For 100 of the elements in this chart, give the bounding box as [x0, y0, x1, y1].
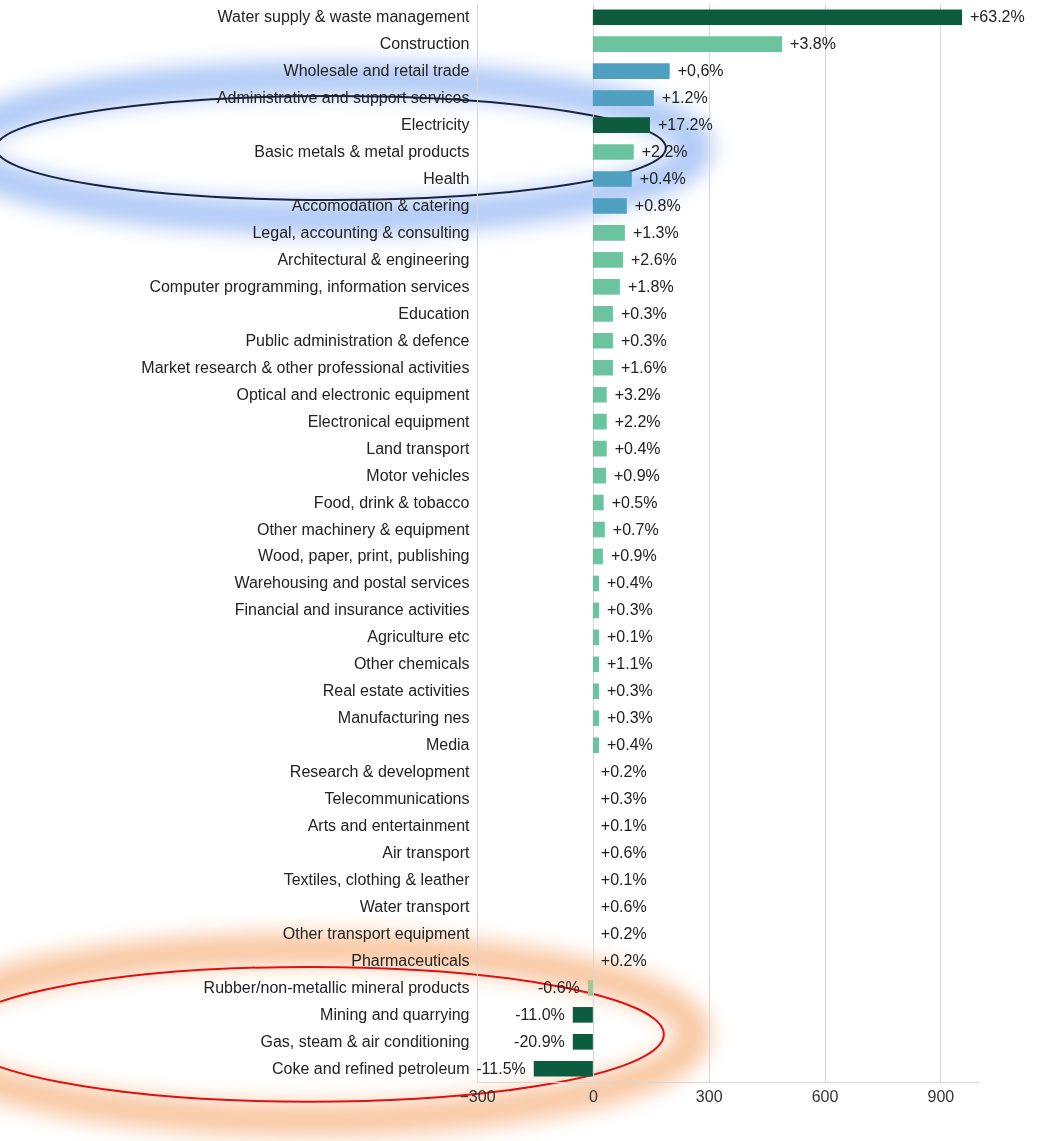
- y-tick-label: Legal, accounting & consulting: [252, 223, 470, 241]
- y-tick-label: Financial and insurance activities: [234, 601, 470, 619]
- y-tick-label: Media: [425, 736, 470, 754]
- bar: [592, 36, 783, 52]
- y-tick-label: Other chemicals: [353, 655, 470, 673]
- y-tick-label: Accomodation & catering: [291, 196, 470, 214]
- annotation: +1.1%: [607, 655, 653, 673]
- annotation: +0.4%: [614, 439, 661, 457]
- annotation: +0.3%: [607, 601, 653, 619]
- bar: [592, 332, 613, 349]
- annotation: +17.2%: [658, 116, 713, 134]
- annotation: +3.8%: [790, 35, 836, 53]
- annotation: +0.1%: [607, 628, 653, 646]
- annotation: +0.7%: [612, 520, 659, 538]
- annotation: +0.4%: [639, 169, 686, 187]
- bar: [592, 710, 600, 727]
- y-tick-label: Computer programming, information services: [149, 277, 470, 295]
- annotation: +0.3%: [620, 304, 667, 322]
- bar: [592, 252, 623, 268]
- bar: [572, 1007, 593, 1023]
- y-tick-label: Market research & other professional activities: [141, 358, 470, 376]
- x-tick-label: 300: [695, 1087, 723, 1105]
- annotation: +0.5%: [611, 493, 658, 511]
- y-tick-label: Research & development: [289, 763, 471, 781]
- y-tick-label: Other transport equipment: [282, 924, 471, 942]
- y-tick-label: Textiles, clothing & leather: [283, 871, 471, 889]
- annotation: +0.2%: [600, 951, 647, 969]
- x-tick-label: 600: [811, 1087, 839, 1105]
- bar: [592, 656, 600, 673]
- y-tick-label: Health: [423, 169, 470, 187]
- annotation: +0.2%: [600, 763, 647, 781]
- bar: [592, 198, 627, 214]
- y-tick-label: Water supply & waste management: [217, 8, 471, 26]
- annotation: +0.6%: [600, 844, 647, 862]
- annotation: +0,6%: [677, 62, 724, 80]
- annotation: -20.9%: [514, 1032, 565, 1050]
- y-tick-label: Food, drink & tobacco: [313, 493, 470, 511]
- bar: [587, 980, 593, 996]
- y-tick-label: Wholesale and retail trade: [283, 62, 470, 80]
- y-tick-label: Electricity: [401, 116, 470, 134]
- bar: [592, 117, 650, 133]
- y-tick-label: Warehousing and postal services: [234, 574, 470, 592]
- y-tick-label: Construction: [379, 35, 470, 53]
- y-tick-label: Gas, steam & air conditioning: [260, 1032, 470, 1050]
- annotation: +1.8%: [627, 277, 674, 295]
- bar: [592, 575, 600, 592]
- annotation: +2.6%: [630, 250, 677, 268]
- bar: [592, 90, 654, 106]
- y-tick-label: Real estate activities: [322, 682, 470, 700]
- annotation: -11.5%: [476, 1059, 526, 1077]
- y-tick-label: Motor vehicles: [366, 466, 470, 484]
- y-tick-label: Air transport: [382, 844, 471, 862]
- bar: [592, 279, 620, 295]
- annotation: +0.9%: [613, 466, 660, 484]
- bar: [592, 548, 603, 565]
- bar: [592, 171, 632, 187]
- y-tick-label: Wood, paper, print, publishing: [258, 547, 470, 565]
- x-tick-label: 900: [927, 1087, 955, 1105]
- x-tick-label: 0: [588, 1087, 598, 1105]
- y-tick-label: Rubber/non-metallic mineral products: [203, 978, 470, 996]
- annotation: +63.2%: [970, 8, 1025, 26]
- annotation: +1.6%: [620, 358, 667, 376]
- annotation: +0.3%: [600, 790, 647, 808]
- annotation: +0.6%: [600, 898, 647, 916]
- y-tick-label: Pharmaceuticals: [351, 951, 470, 969]
- annotation: +1.3%: [632, 223, 679, 241]
- bar: [592, 305, 613, 322]
- bar: [592, 629, 600, 646]
- bar: [592, 440, 607, 457]
- y-tick-label: Optical and electronic equipment: [236, 385, 471, 403]
- annotation: +0.4%: [607, 736, 653, 754]
- y-tick-label: Arts and entertainment: [307, 817, 471, 835]
- bar: [592, 359, 613, 376]
- bar: [592, 737, 600, 754]
- bar: [592, 386, 607, 403]
- annotation: +0.4%: [607, 574, 653, 592]
- y-tick-label: Architectural & engineering: [277, 250, 470, 268]
- bar: [592, 225, 625, 241]
- y-tick-label: Water transport: [359, 898, 471, 916]
- bar: [592, 9, 963, 26]
- annotation: +1.2%: [661, 89, 708, 107]
- annotation: +0.3%: [620, 331, 667, 349]
- bar: [592, 467, 606, 484]
- y-tick-label: Education: [398, 304, 470, 322]
- bar: [592, 494, 604, 511]
- annotation: +0.9%: [610, 547, 657, 565]
- annotation: +0.1%: [600, 817, 647, 835]
- bar: [592, 63, 670, 79]
- bar: [533, 1060, 593, 1077]
- bar: [572, 1034, 593, 1050]
- bar: [592, 521, 605, 538]
- bar: [592, 683, 600, 700]
- annotation: +0.3%: [607, 709, 653, 727]
- annotation: +0.2%: [600, 924, 647, 942]
- y-tick-label: Land transport: [366, 439, 471, 457]
- y-tick-label: Coke and refined petroleum: [272, 1059, 470, 1077]
- annotation: -11.0%: [515, 1005, 565, 1023]
- y-tick-label: Electronical equipment: [307, 412, 471, 430]
- bar: [592, 144, 634, 160]
- y-tick-label: Telecommunications: [324, 790, 470, 808]
